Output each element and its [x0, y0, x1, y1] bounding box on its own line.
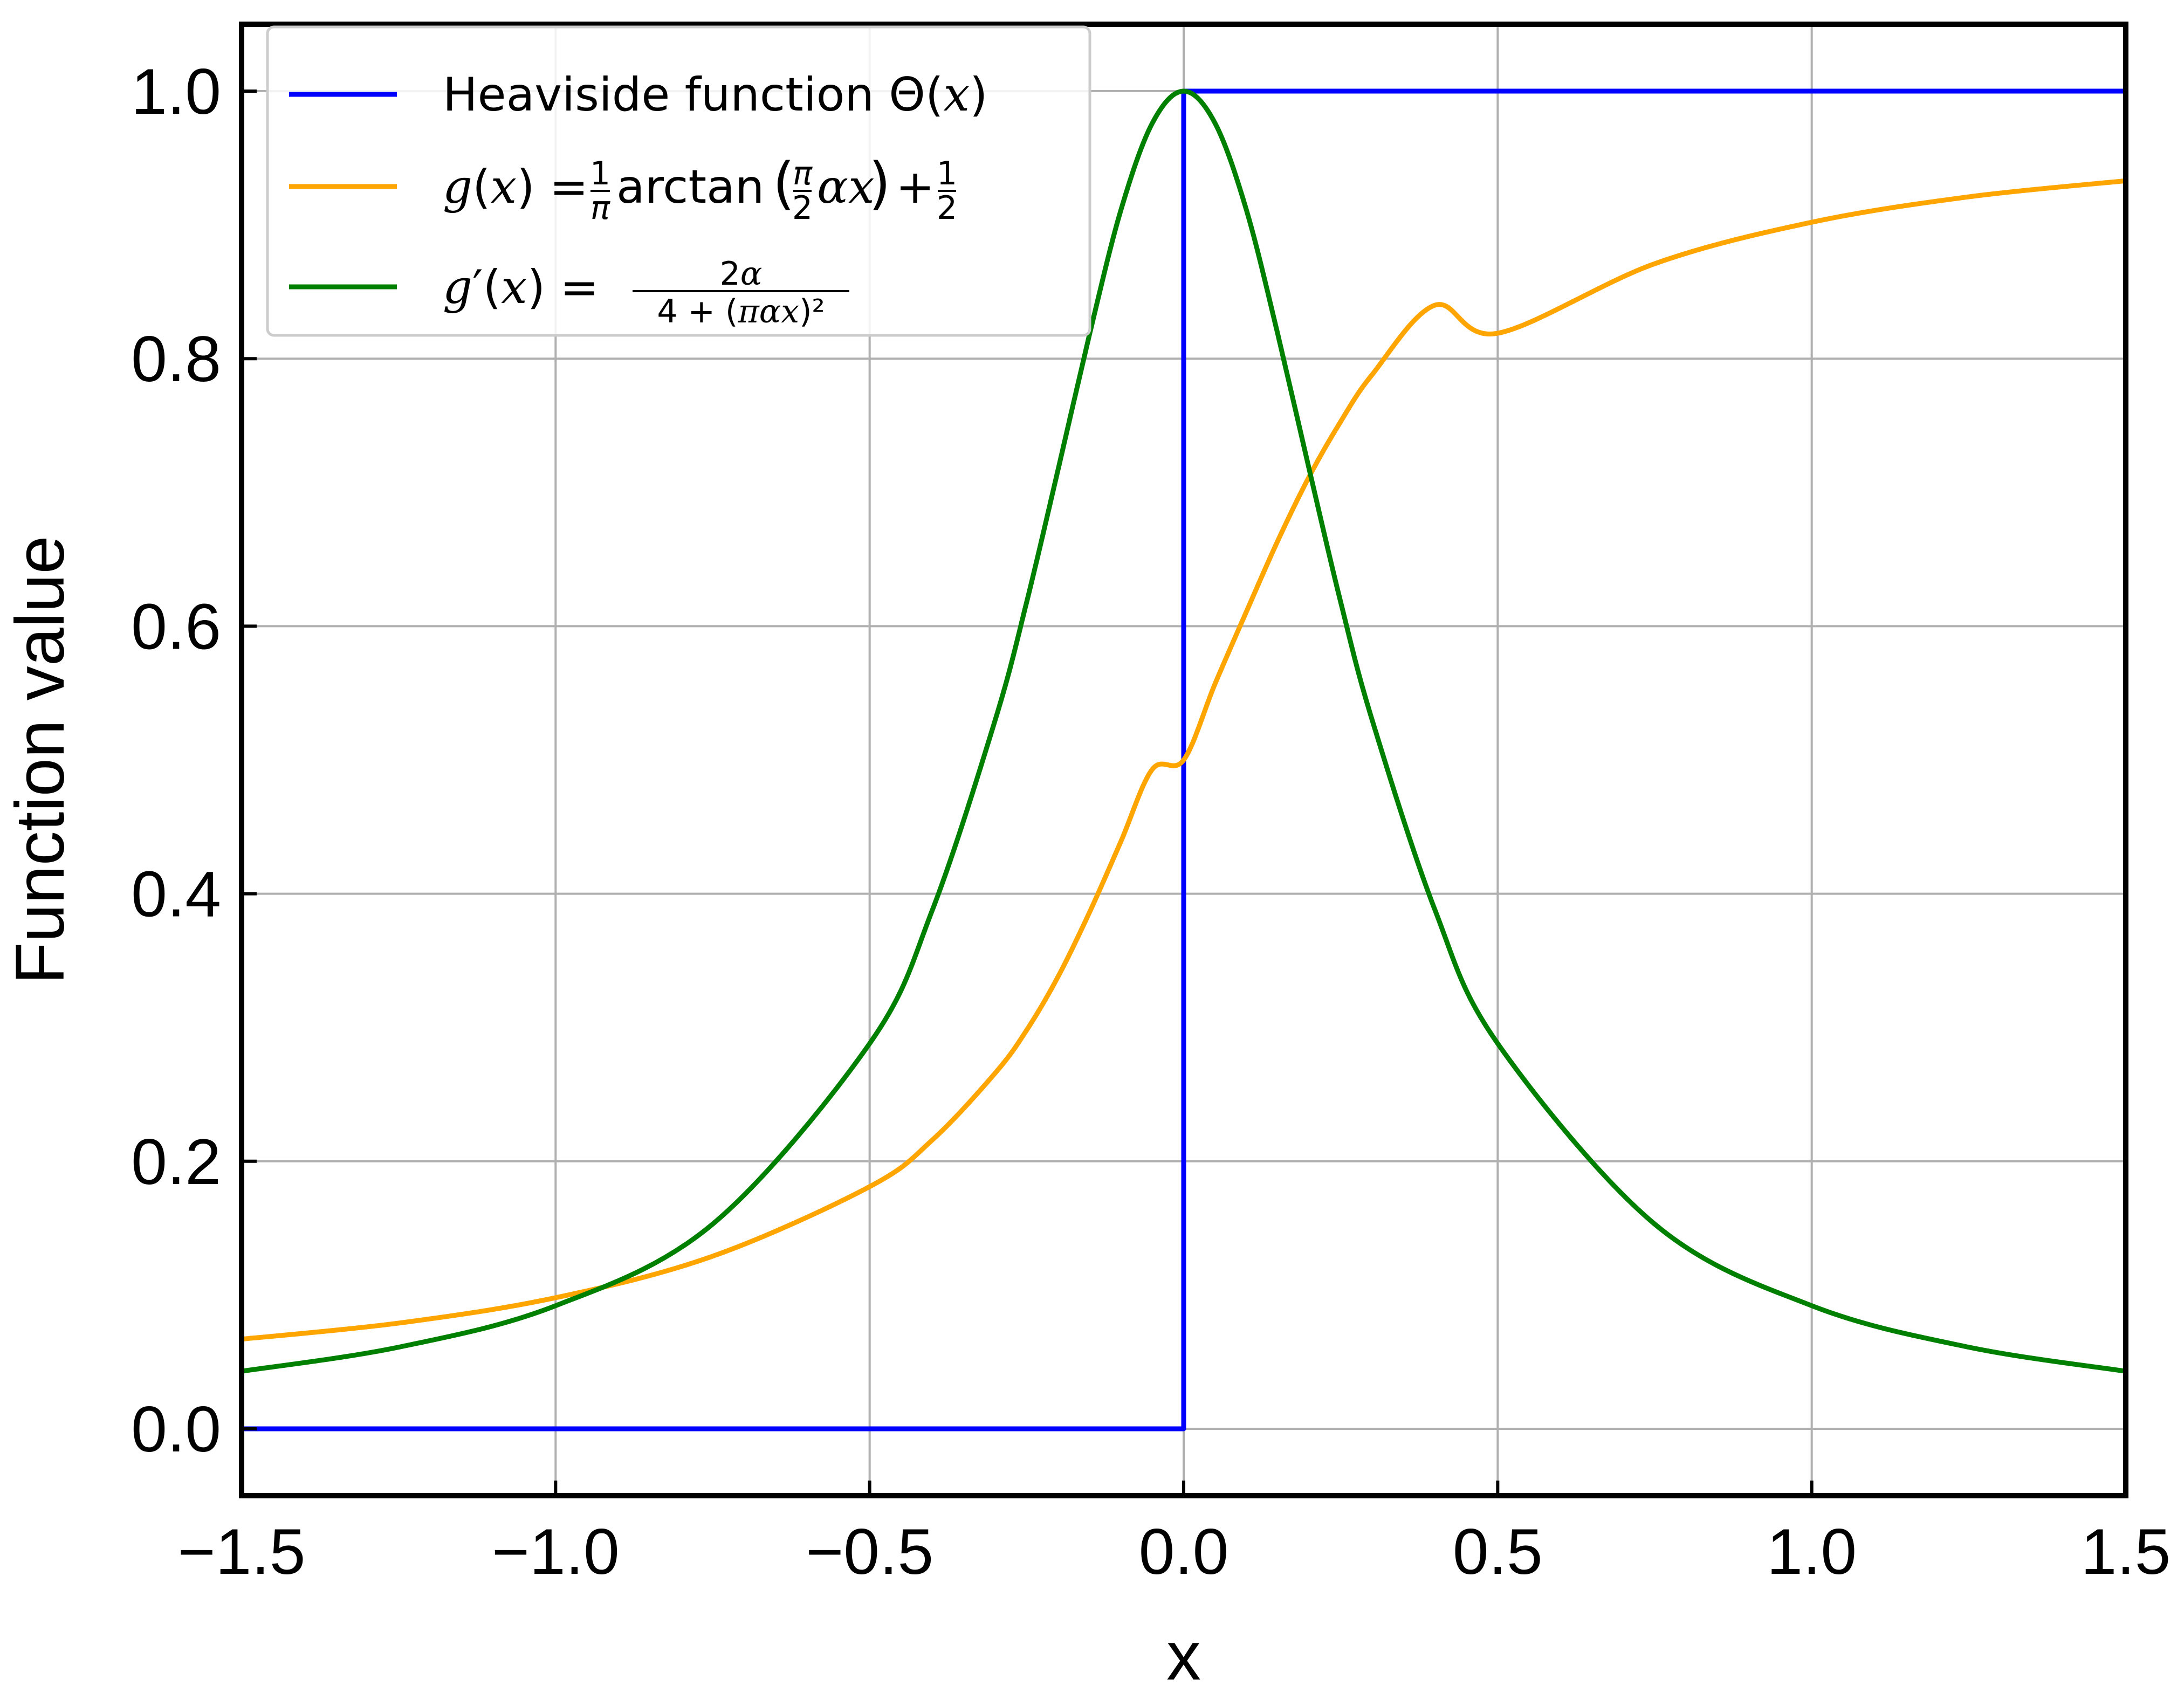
svg-text:+: + [896, 160, 935, 214]
svg-text:π: π [793, 155, 813, 192]
y-tick-label: 0.4 [131, 858, 221, 931]
svg-text:2α: 2α [720, 255, 763, 293]
ticks [240, 90, 2127, 1496]
y-tick-label: 0.2 [131, 1126, 221, 1198]
legend-label-g-prime: g′(x) = 2α 4 + (παx)² [443, 255, 849, 331]
g-line [241, 178, 2126, 1342]
svg-text:(: ( [773, 150, 795, 216]
series-layer [241, 88, 2126, 1432]
x-tick-label: 0.0 [1139, 1516, 1229, 1588]
svg-text:1: 1 [590, 155, 610, 192]
x-tick-label: 1.5 [2081, 1516, 2171, 1588]
svg-text:π: π [590, 189, 610, 227]
svg-text:arctan: arctan [616, 160, 764, 214]
g-prime-line [241, 88, 2126, 1374]
legend: Heaviside function Θ(x) g(x) = 1 π arcta… [266, 25, 1091, 337]
svg-text:2: 2 [937, 189, 957, 227]
svg-text:4 + (παx)²: 4 + (παx)² [657, 293, 825, 331]
svg-text:): ) [869, 150, 891, 216]
tick-labels: −1.5 −1.0 −0.5 0.0 0.5 1.0 1.5 0.0 0.2 0.4 0.6 0.8 1… [131, 56, 2171, 1588]
legend-label-heaviside: Heaviside function Θ(x) [443, 68, 988, 122]
y-tick-label: 0.0 [131, 1393, 221, 1465]
svg-text:g′(x) =: g′(x) = [443, 260, 599, 314]
x-tick-label: −0.5 [806, 1516, 933, 1588]
x-tick-label: −1.0 [492, 1516, 620, 1588]
svg-text:αx: αx [817, 160, 875, 214]
x-tick-label: 0.5 [1453, 1516, 1543, 1588]
y-tick-label: 1.0 [131, 56, 221, 128]
svg-text:g(x) =: g(x) = [443, 160, 588, 214]
svg-text:1: 1 [937, 155, 957, 192]
legend-label-g: g(x) = 1 π arctan ( π 2 αx ) + 1 2 [443, 150, 957, 227]
y-tick-label: 0.6 [131, 590, 221, 663]
x-axis-title: x [1166, 1618, 1201, 1693]
x-tick-label: −1.5 [178, 1516, 306, 1588]
x-tick-label: 1.0 [1767, 1516, 1857, 1588]
y-tick-label: 0.8 [131, 323, 221, 395]
y-axis-title: Function value [2, 535, 79, 985]
svg-text:2: 2 [792, 189, 813, 227]
legend-box [266, 25, 1091, 337]
